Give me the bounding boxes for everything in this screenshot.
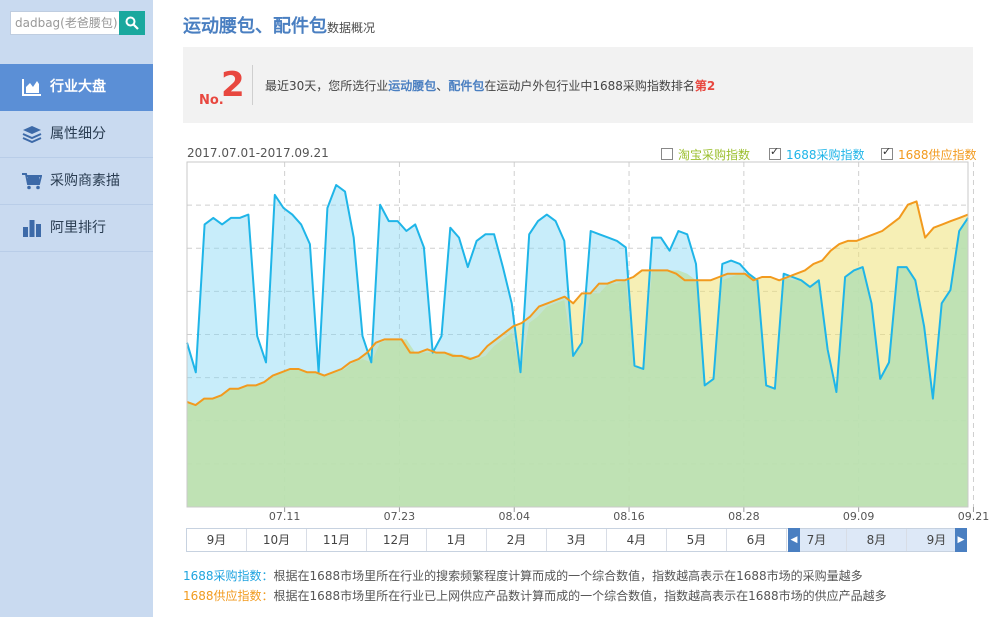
index-notes: 1688采购指数：根据在1688市场里所在行业的搜索频繁程度计算而成的一个综合数… xyxy=(183,566,887,606)
range-month-label[interactable]: 9月 xyxy=(187,529,247,551)
rank-no-label: No. xyxy=(199,93,224,108)
bar-chart-icon xyxy=(23,220,41,237)
range-right-handle-icon[interactable]: ▶ xyxy=(955,528,967,552)
overlap-area xyxy=(187,221,968,507)
range-month-label[interactable]: 10月 xyxy=(247,529,307,551)
cart-icon xyxy=(22,173,42,190)
series-line-0 xyxy=(186,184,969,400)
range-month-label[interactable]: 1月 xyxy=(427,529,487,551)
range-selection-window[interactable] xyxy=(789,529,967,551)
keyword-link-2[interactable]: 配件包 xyxy=(448,79,485,93)
legend-taobao[interactable]: 淘宝采购指数 xyxy=(661,146,750,163)
range-month-label[interactable]: 2月 xyxy=(487,529,547,551)
range-month-label[interactable]: 11月 xyxy=(307,529,367,551)
rank-text-prefix: 最近30天，您所选行业 xyxy=(265,79,389,93)
checkbox-checked-icon[interactable] xyxy=(881,145,893,160)
range-month-label[interactable]: 12月 xyxy=(367,529,427,551)
note-description: 根据在1688市场里所在行业已上网供应产品数计算而成的一个综合数值，指数越高表示… xyxy=(273,589,887,603)
search-icon xyxy=(125,16,139,30)
sidebar-nav: 行业大盘 属性细分 采购商素描 阿里排行 xyxy=(0,64,153,252)
x-tick-label: 09.09 xyxy=(843,510,875,523)
main-content: 运动腰包、配件包数据概况 No. 2 最近30天，您所选行业运动腰包、配件包在运… xyxy=(153,0,992,617)
note-purchase-index: 1688采购指数：根据在1688市场里所在行业的搜索频繁程度计算而成的一个综合数… xyxy=(183,566,887,586)
x-tick-label: 09.21 xyxy=(958,510,990,523)
divider xyxy=(252,65,253,105)
page-title-main: 运动腰包、配件包 xyxy=(183,16,327,37)
search-bar: dadbag(老爸腰包) xyxy=(10,11,145,35)
legend-label: 淘宝采购指数 xyxy=(678,148,751,162)
rank-text-middle: 在运动户外包行业中1688采购指数排名 xyxy=(484,79,695,93)
series-line-1 xyxy=(186,200,969,407)
x-tick-label: 08.04 xyxy=(498,510,530,523)
range-month-label[interactable]: 8月 xyxy=(847,529,907,551)
plot-border xyxy=(186,161,969,508)
sidebar-item-label: 阿里排行 xyxy=(50,220,106,236)
rank-number: 2 xyxy=(221,65,245,105)
legend-label: 1688供应指数 xyxy=(898,148,977,162)
range-month-label[interactable]: 5月 xyxy=(667,529,727,551)
keyword-separator: 、 xyxy=(436,79,449,93)
range-month-label[interactable]: 4月 xyxy=(607,529,667,551)
ranking-banner: No. 2 最近30天，您所选行业运动腰包、配件包在运动户外包行业中1688采购… xyxy=(183,47,973,123)
page-title-sub: 数据概况 xyxy=(327,21,376,35)
area-chart-icon xyxy=(22,79,41,96)
legend-1688-purchase[interactable]: 1688采购指数 xyxy=(769,145,865,163)
layers-icon xyxy=(22,126,42,143)
x-tick-label: 07.23 xyxy=(384,510,416,523)
legend-1688-supply[interactable]: 1688供应指数 xyxy=(881,145,977,163)
time-range-selector[interactable]: 9月 10月 11月 12月 1月 2月 3月 4月 5月 6月 7月 8月 9月 ◀ ▶ xyxy=(186,528,967,552)
note-term: 1688采购指数： xyxy=(183,569,274,583)
sidebar-item-attributes[interactable]: 属性细分 xyxy=(0,111,153,158)
note-description: 根据在1688市场里所在行业的搜索频繁程度计算而成的一个综合数值，指数越高表示在… xyxy=(273,569,863,583)
chart-date-range: 2017.07.01-2017.09.21 xyxy=(187,146,329,160)
note-term: 1688供应指数： xyxy=(183,589,274,603)
note-supply-index: 1688供应指数：根据在1688市场里所在行业已上网供应产品数计算而成的一个综合… xyxy=(183,586,887,606)
rank-position: 第2 xyxy=(694,79,716,93)
range-month-label[interactable]: 3月 xyxy=(547,529,607,551)
search-input[interactable]: dadbag(老爸腰包) xyxy=(10,11,124,35)
range-month-label[interactable]: 6月 xyxy=(727,529,787,551)
sidebar-item-ali-ranking[interactable]: 阿里排行 xyxy=(0,205,153,252)
month-track: 9月 10月 11月 12月 1月 2月 3月 4月 5月 6月 7月 8月 9月 xyxy=(187,529,967,551)
page-title: 运动腰包、配件包数据概况 xyxy=(183,12,375,38)
checkbox-checked-icon[interactable] xyxy=(769,145,781,160)
x-tick-label: 07.11 xyxy=(269,510,301,523)
rank-description: 最近30天，您所选行业运动腰包、配件包在运动户外包行业中1688采购指数排名第2 xyxy=(265,77,715,94)
keyword-link-1[interactable]: 运动腰包 xyxy=(388,79,437,93)
sidebar-item-buyer-profile[interactable]: 采购商素描 xyxy=(0,158,153,205)
sidebar-item-industry-overview[interactable]: 行业大盘 xyxy=(0,64,153,111)
sidebar-item-label: 行业大盘 xyxy=(50,79,106,95)
checkbox-unchecked-icon[interactable] xyxy=(661,148,673,160)
x-tick-label: 08.28 xyxy=(728,510,760,523)
x-tick-label: 08.16 xyxy=(613,510,645,523)
range-left-handle-icon[interactable]: ◀ xyxy=(788,528,800,552)
sidebar-item-label: 属性细分 xyxy=(50,126,106,142)
range-month-label[interactable]: 7月 xyxy=(787,529,847,551)
index-chart[interactable]: 07.11 07.23 08.04 08.16 08.28 09.09 09.21 xyxy=(153,0,992,528)
sidebar-item-label: 采购商素描 xyxy=(50,173,120,189)
search-button[interactable] xyxy=(119,11,145,35)
sidebar: dadbag(老爸腰包) 行业大盘 属性细分 xyxy=(0,0,153,617)
legend-label: 1688采购指数 xyxy=(786,148,865,162)
